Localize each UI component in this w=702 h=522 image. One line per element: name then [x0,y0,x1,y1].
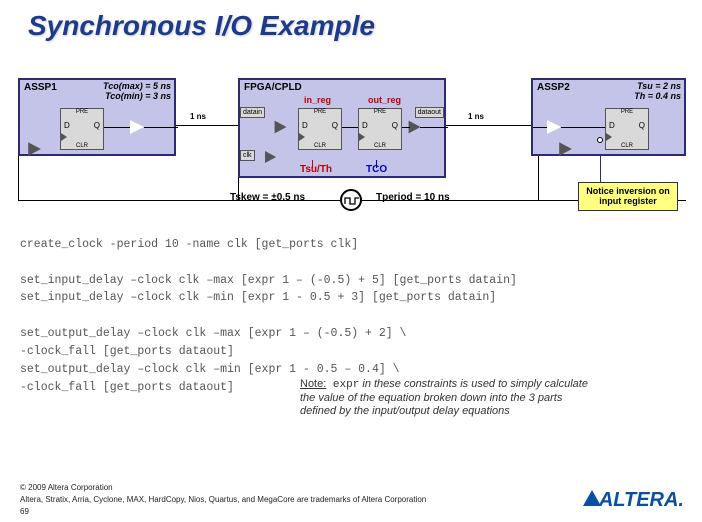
slide-title: Synchronous I/O Example [0,0,702,42]
expr-note: Note: expr in these constraints is used … [300,378,600,419]
trademark: Altera, Stratix, Arria, Cyclone, MAX, Ha… [20,495,426,504]
in-reg-label: in_reg [304,95,331,105]
inversion-note: Notice inversion on input register [578,182,678,211]
flop-pre: PRE [61,109,103,115]
flop-clr: CLR [606,143,648,149]
assp1-block: ASSP1 Tco(max) = 5 ns Tco(min) = 3 ns PR… [18,78,176,156]
out-reg-label: out_reg [368,95,401,105]
clock-wire-up1 [18,156,19,200]
code-line: set_input_delay –clock clk –min [expr 1 … [20,289,680,307]
assp2-timing: Tsu = 2 ns Th = 0.4 ns [634,82,681,102]
flop-clk-icon [61,133,67,141]
flop-q: Q [332,121,338,130]
code-line: set_input_delay –clock clk –max [expr 1 … [20,272,680,290]
note-label: Note: [300,378,326,390]
flop-q: Q [639,121,645,130]
wire [342,127,358,128]
code-line: set_output_delay –clock clk –min [expr 1… [20,361,680,379]
clock-wire-up3 [538,156,539,200]
assp1-t2: Tco(min) = 3 ns [105,91,171,101]
assp2-block: ASSP2 Tsu = 2 ns Th = 0.4 ns PRE D Q CLR [531,78,686,156]
assp1-clk-buffer-icon [29,143,41,155]
code-line [20,307,680,325]
flop-clk-icon [359,133,365,141]
assp1-flop: PRE D Q CLR [60,108,104,150]
flop-pre: PRE [359,109,401,115]
flop-clk-icon [299,133,305,141]
datain-port: datain [240,107,265,118]
sdc-code: create_clock -period 10 -name clk [get_p… [20,236,680,396]
wire [533,127,547,128]
dataout-port: dataout [415,107,444,118]
flop-clr: CLR [359,143,401,149]
clk-port: clk [240,150,255,161]
timing-diagram: ASSP1 Tco(max) = 5 ns Tco(min) = 3 ns PR… [18,70,686,220]
fpga-in-buf-icon [275,121,286,132]
flop-clr: CLR [299,143,341,149]
note-pointer [600,156,601,182]
flop-clr: CLR [61,143,103,149]
arrow [376,160,377,168]
wire [144,127,178,128]
clock-wire-in2 [238,178,239,179]
wire-fpga-assp2 [446,125,531,126]
tsu-th-label: Tsu/Th [300,164,332,175]
wire [402,127,410,128]
assp2-label: ASSP2 [537,82,570,93]
assp1-timing: Tco(max) = 5 ns Tco(min) = 3 ns [103,82,171,102]
assp2-clk-buffer-icon [560,143,572,155]
fpga-label: FPGA/CPLD [244,82,302,93]
tskew-label: Tskew = ±0.5 ns [230,192,305,203]
code-line: create_clock -period 10 -name clk [get_p… [20,236,680,254]
page-number: 69 [20,507,29,516]
flop-d: D [302,121,308,130]
flop-d: D [64,121,70,130]
flop-clk-icon [606,133,612,141]
code-line: -clock_fall [get_ports dataout] [20,343,680,361]
wire [561,127,605,128]
fpga-block: FPGA/CPLD datain dataout clk in_reg out_… [238,78,446,178]
assp1-t1: Tco(max) = 5 ns [103,81,171,91]
arrow [312,160,313,168]
clock-symbol-icon [340,189,362,211]
clock-inversion-bubble-icon [597,137,603,143]
wire [420,127,448,128]
fpga-clk-buf-icon [266,152,277,163]
wire-assp1-fpga [176,125,238,126]
flop-pre: PRE [606,109,648,115]
copyright: © 2009 Altera Corporation [20,483,113,492]
assp1-output-buffer-icon [130,120,144,134]
delay1-label: 1 ns [190,112,206,121]
flop-q: Q [392,121,398,130]
flop-pre: PRE [299,109,341,115]
delay2-label: 1 ns [468,112,484,121]
assp2-input-buffer-icon [547,120,561,134]
assp1-label: ASSP1 [24,82,57,93]
code-line [20,254,680,272]
tperiod-label: Tperiod = 10 ns [376,192,450,203]
flop-d: D [609,121,615,130]
code-line: set_output_delay –clock clk –max [expr 1… [20,325,680,343]
logo-text: ALTERA. [599,489,684,511]
fpga-in-flop: PRE D Q CLR [298,108,342,150]
fpga-out-buf-icon [409,121,420,132]
assp2-flop: PRE D Q CLR [605,108,649,150]
altera-logo: ALTERA. [583,489,684,512]
flop-d: D [362,121,368,130]
wire [104,127,130,128]
assp2-t1: Tsu = 2 ns [637,81,681,91]
fpga-out-flop: PRE D Q CLR [358,108,402,150]
flop-q: Q [94,121,100,130]
assp2-t2: Th = 0.4 ns [634,91,681,101]
